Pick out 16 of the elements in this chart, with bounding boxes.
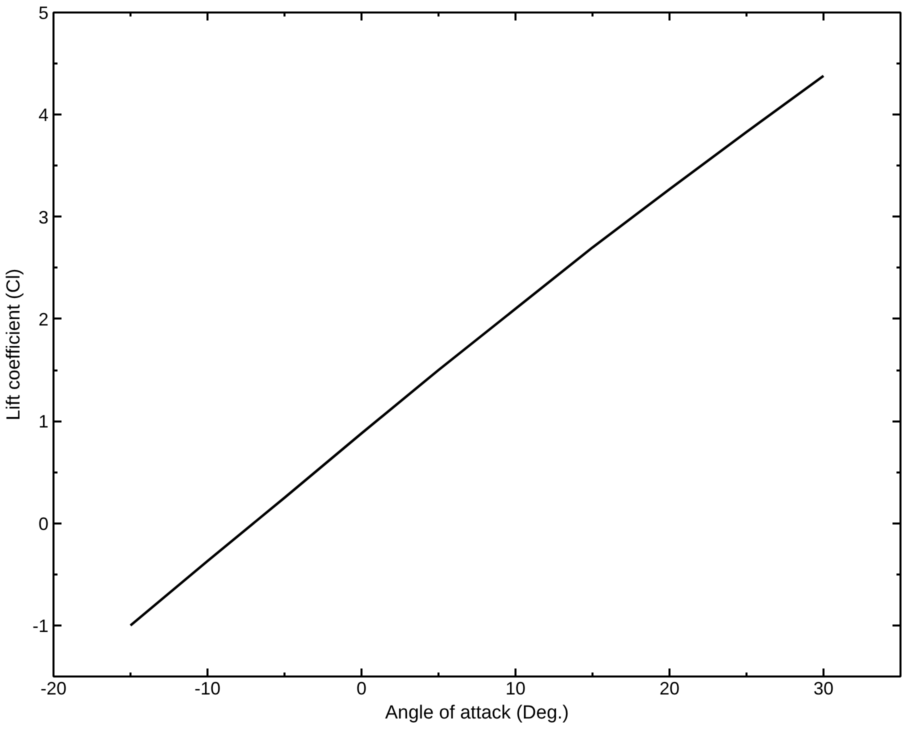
y-tick-label: 2	[38, 309, 49, 330]
x-tick-label: 10	[505, 678, 526, 698]
y-tick-label: 4	[38, 105, 49, 126]
x-tick-label: 0	[356, 678, 367, 698]
x-axis-title: Angle of attack (Deg.)	[385, 702, 569, 724]
y-tick-label: 5	[38, 3, 49, 23]
x-tick-label: 20	[659, 678, 680, 698]
y-tick-label: 3	[38, 207, 49, 228]
x-tick-label: -20	[40, 678, 67, 698]
y-axis-title: Lift coefficient (Cl)	[3, 268, 24, 420]
line-series	[129, 74, 825, 627]
x-tick-label: -10	[194, 678, 221, 698]
x-tick-label: 30	[813, 678, 834, 698]
y-tick-label: 1	[38, 412, 49, 432]
y-tick-label: 0	[38, 514, 49, 534]
y-tick-label: -1	[32, 616, 49, 636]
